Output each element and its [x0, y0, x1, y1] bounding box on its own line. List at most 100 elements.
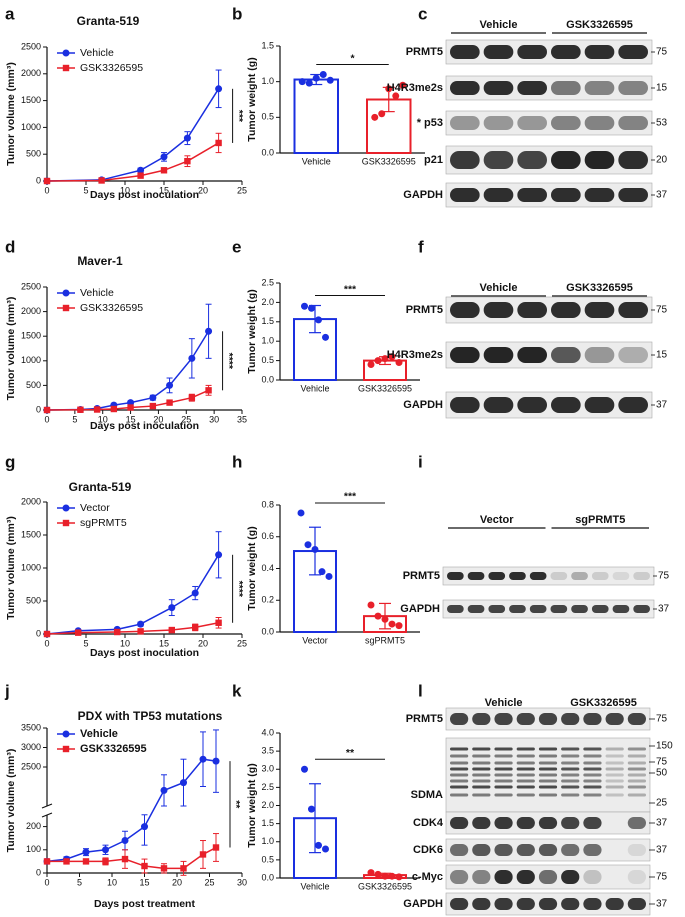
- blot-band: [529, 572, 547, 580]
- data-point: [166, 399, 173, 406]
- blot-band: [467, 605, 485, 613]
- blot-band: [494, 785, 513, 789]
- blot-band: [494, 793, 513, 797]
- y-tick-label: 2500: [21, 761, 41, 771]
- y-tick-label: 2000: [21, 496, 41, 506]
- y-axis-label: Tumor volume (mm³): [5, 516, 17, 620]
- blot-band: [450, 767, 469, 771]
- blot-band: [472, 817, 491, 829]
- x-tick-label: 25: [237, 185, 247, 195]
- blot-band: [516, 817, 535, 829]
- data-point: [160, 786, 168, 794]
- y-tick-label: 1.5: [261, 818, 274, 828]
- y-tick-label: 2.0: [261, 297, 274, 307]
- row-label: PRMT5: [406, 46, 443, 58]
- legend-label: GSK3326595: [80, 743, 147, 755]
- y-tick-label: 2500: [21, 41, 41, 51]
- x-axis-label: Days post inoculation: [90, 420, 199, 432]
- data-point: [137, 620, 145, 628]
- data-point: [188, 354, 196, 362]
- y-tick-label: 3.5: [261, 746, 274, 756]
- blot-strip: [445, 39, 653, 65]
- blot-band: [538, 898, 558, 910]
- blot-band: [516, 844, 535, 856]
- blot-band: [583, 713, 602, 725]
- data-point: [137, 628, 144, 635]
- data-point: [215, 85, 223, 93]
- legend-label: Vehicle: [80, 728, 118, 740]
- data-point: [381, 355, 389, 363]
- x-tick-label: 25: [181, 414, 191, 424]
- y-tick-label: 0: [36, 628, 41, 638]
- y-tick-label: 500: [26, 149, 41, 159]
- blot-band: [450, 898, 469, 910]
- blot-band: [584, 45, 615, 59]
- blot-band: [551, 81, 581, 95]
- blot-band: [450, 397, 480, 413]
- blot-band: [618, 302, 648, 318]
- blot-band: [583, 761, 602, 765]
- panel-letter: c: [418, 4, 427, 23]
- series-line: [46, 758, 217, 863]
- size-marker: 37: [656, 400, 668, 411]
- blot-band: [550, 572, 568, 580]
- x-tick-label: 25: [204, 877, 214, 887]
- blot-band: [584, 151, 615, 169]
- y-tick-label: 500: [26, 595, 41, 605]
- blot-band: [583, 817, 602, 829]
- x-tick-label: 0: [44, 414, 49, 424]
- blot-band: [517, 347, 547, 363]
- data-point: [367, 360, 375, 368]
- blot-band: [517, 45, 547, 59]
- blot-band: [538, 793, 558, 797]
- x-tick-label: 10: [120, 638, 130, 648]
- size-marker: 75: [656, 714, 668, 725]
- series-line: [46, 88, 220, 182]
- blot-band: [551, 45, 581, 59]
- legend-marker: [62, 289, 70, 297]
- blot-band: [450, 754, 469, 758]
- blot-band: [633, 572, 650, 580]
- blot-band: [627, 793, 646, 797]
- group-label: GSK3326595: [570, 697, 637, 709]
- x-tick-label: 35: [237, 414, 247, 424]
- x-tick-label: 25: [237, 638, 247, 648]
- data-point: [367, 869, 375, 877]
- data-point: [215, 619, 222, 626]
- data-point: [367, 601, 375, 609]
- size-marker: 75: [656, 872, 668, 883]
- data-point: [102, 858, 109, 865]
- row-label: p21: [424, 154, 443, 166]
- data-point: [180, 779, 187, 787]
- x-tick-label: 20: [198, 185, 208, 195]
- blot-band: [605, 898, 624, 910]
- legend-label: GSK3326595: [80, 302, 143, 314]
- blot-band: [516, 713, 535, 725]
- row-label: CDK6: [413, 844, 443, 856]
- blot-band: [583, 767, 602, 771]
- y-tick-label: 0.8: [261, 499, 274, 509]
- data-point: [326, 76, 334, 84]
- size-marker: 37: [656, 845, 668, 856]
- size-marker: 25: [656, 798, 668, 809]
- blot-band: [538, 817, 558, 829]
- data-point: [304, 541, 312, 549]
- data-point: [388, 872, 396, 880]
- x-tick-label: 20: [153, 414, 163, 424]
- data-point: [127, 404, 134, 411]
- size-marker: 37: [656, 190, 668, 201]
- data-point: [308, 304, 315, 312]
- data-point: [315, 316, 322, 324]
- blot-band: [516, 793, 535, 797]
- y-axis-label: Tumor weight (g): [246, 289, 258, 373]
- data-point: [378, 110, 386, 118]
- size-marker: 20: [656, 155, 668, 166]
- blot-band: [561, 761, 580, 765]
- blot-band: [450, 761, 469, 765]
- data-point: [160, 167, 168, 174]
- blot-band: [583, 793, 602, 797]
- data-point: [160, 865, 168, 872]
- blot-band: [450, 793, 469, 797]
- blot-band: [483, 81, 514, 95]
- blot-band: [538, 779, 558, 783]
